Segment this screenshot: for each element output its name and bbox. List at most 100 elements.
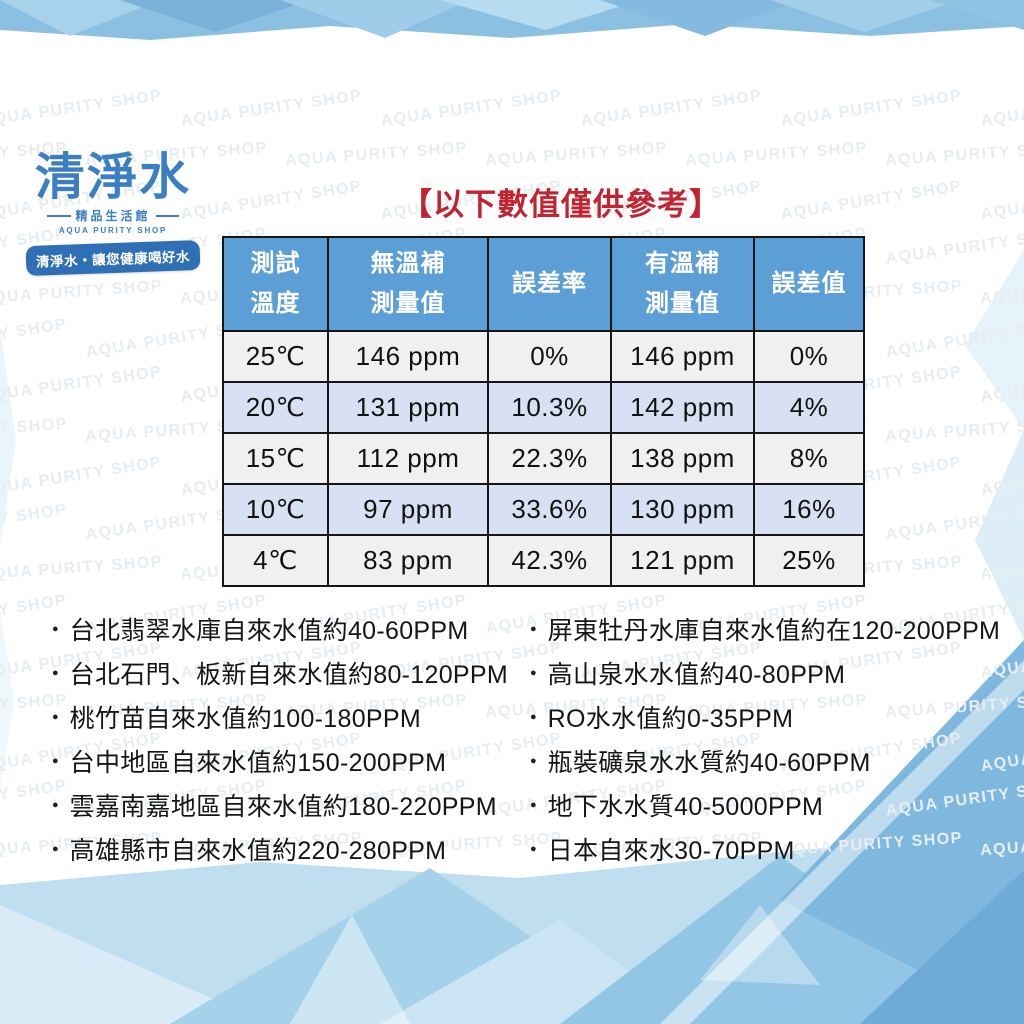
list-item: ● 高山泉水水值約40-80PPM bbox=[530, 651, 1000, 695]
divider-line bbox=[47, 214, 71, 217]
table-body: 25℃ 146 ppm 0% 146 ppm 0% 20℃ 131 ppm 10.3% 142 … bbox=[222, 330, 865, 587]
table-cell: 83 ppm bbox=[327, 534, 489, 587]
list-item: ● RO水水值約0-35PPM bbox=[530, 695, 1000, 739]
table-cell: 146 ppm bbox=[327, 330, 489, 383]
watermark-text: AQUA PURITY SHOP bbox=[979, 363, 1024, 406]
brand-logo: 清淨水 精品生活館 AQUA PURITY SHOP 清淨水・讓您健康喝好水 bbox=[25, 149, 201, 277]
note-text: RO水水值約0-35PPM bbox=[547, 705, 794, 733]
bullet-icon: ● bbox=[52, 798, 59, 811]
bullet-icon: ● bbox=[52, 710, 59, 723]
note-text: 屏東牡丹水庫自來水值約在120-200PPM bbox=[547, 617, 1001, 645]
table-cell: 146 ppm bbox=[610, 330, 755, 383]
note-text: 高山泉水水值約40-80PPM bbox=[547, 661, 846, 689]
table-header-row: 測試 溫度 無溫補 測量值 誤差率 有溫補 測量值 誤差值 bbox=[222, 236, 865, 332]
watermark-text: AQUA PURITY SHOP bbox=[979, 278, 1024, 308]
watermark-text: AQUA PURITY SHOP bbox=[979, 454, 1024, 500]
bullet-icon: ● bbox=[530, 798, 537, 811]
note-text: 瓶裝礦泉水水質約40-60PPM bbox=[547, 749, 871, 777]
table-header-cell: 有溫補 測量值 bbox=[610, 236, 755, 332]
watermark-text: AQUA PURITY SHOP bbox=[0, 501, 69, 543]
watermark-text: AQUA PURITY SHOP bbox=[179, 177, 364, 224]
table-cell: 4% bbox=[753, 381, 865, 434]
table-cell: 138 ppm bbox=[610, 432, 755, 485]
note-text: 台北翡翠水庫自來水值約40-60PPM bbox=[69, 617, 469, 645]
table-row: 20℃ 131 ppm 10.3% 142 ppm 4% bbox=[222, 381, 865, 434]
watermark-text: AQUA PURITY SHOP bbox=[579, 87, 764, 130]
note-text: 台北石門、板新自來水值約80-120PPM bbox=[69, 661, 508, 689]
table-cell: 0% bbox=[487, 330, 612, 383]
list-item: ● 瓶裝礦泉水水質約40-60PPM bbox=[530, 739, 1000, 783]
bullet-icon: ● bbox=[530, 666, 537, 679]
edge-shapes bbox=[0, 250, 1024, 790]
bullet-icon: ● bbox=[530, 710, 537, 723]
watermark-text: AQUA PURITY SHOP bbox=[284, 139, 469, 170]
watermark-text: AQUA PURITY SHOP bbox=[179, 87, 364, 130]
watermark-text: AQUA PURITY SHOP bbox=[884, 225, 1024, 268]
watermark-text: AQUA PURITY SHOP bbox=[379, 87, 564, 130]
watermark-text: AQUA PURITY SHOP bbox=[0, 553, 164, 584]
bullet-icon: ● bbox=[530, 842, 537, 855]
watermark-text: AQUA PURITY SHOP bbox=[484, 139, 669, 170]
note-text: 地下水水質40-5000PPM bbox=[547, 793, 824, 821]
bullet-icon: ● bbox=[52, 622, 59, 635]
table-cell: 33.6% bbox=[487, 483, 612, 536]
list-item: ● 屏東牡丹水庫自來水值約在120-200PPM bbox=[530, 607, 1000, 651]
table-header-cell: 誤差率 bbox=[487, 236, 612, 332]
logo-slogan-ribbon: 清淨水・讓您健康喝好水 bbox=[25, 239, 201, 277]
list-item: ● 雲嘉南嘉地區自來水值約180-220PPM bbox=[52, 783, 508, 827]
list-item: ● 高雄縣市自來水值約220-280PPM bbox=[52, 827, 508, 871]
table-cell: 20℃ bbox=[222, 381, 329, 434]
list-item: ● 台中地區自來水值約150-200PPM bbox=[52, 739, 508, 783]
bullet-icon: ● bbox=[530, 754, 537, 767]
table-cell: 42.3% bbox=[487, 534, 612, 587]
bottom-band-shapes bbox=[0, 640, 1024, 1024]
notes-left: ● 台北翡翠水庫自來水值約40-60PPM ● 台北石門、板新自來水值約80-120P… bbox=[52, 607, 508, 871]
note-text: 台中地區自來水值約150-200PPM bbox=[69, 749, 447, 777]
bullet-icon: ● bbox=[52, 666, 59, 679]
logo-subtitle-row: 精品生活館 bbox=[47, 207, 180, 224]
watermark-text: AQUA PURITY SHOP bbox=[779, 177, 964, 224]
notes-right: ● 屏東牡丹水庫自來水值約在120-200PPM ● 高山泉水水值約40-80PPM ●… bbox=[530, 607, 1000, 871]
table-header-cell: 測試 溫度 bbox=[222, 236, 329, 332]
table-cell: 97 ppm bbox=[327, 483, 489, 536]
watermark-text: AQUA PURITY SHOP bbox=[979, 554, 1024, 584]
table-cell: 131 ppm bbox=[327, 381, 489, 434]
table-row: 25℃ 146 ppm 0% 146 ppm 0% bbox=[222, 330, 865, 383]
watermark-text: AQUA PURITY SHOP bbox=[0, 453, 164, 500]
table-cell: 25% bbox=[753, 534, 865, 587]
table-row: 15℃ 112 ppm 22.3% 138 ppm 8% bbox=[222, 432, 865, 485]
watermark-text: AQUA PURITY SHOP bbox=[884, 139, 1024, 170]
logo-wordmark: 清淨水 bbox=[35, 149, 191, 205]
table-header-cell: 無溫補 測量值 bbox=[327, 236, 489, 332]
table-row: 10℃ 97 ppm 33.6% 130 ppm 16% bbox=[222, 483, 865, 536]
logo-subtitle-en: AQUA PURITY SHOP bbox=[58, 226, 168, 235]
table-cell: 130 ppm bbox=[610, 483, 755, 536]
note-text: 桃竹苗自來水值約100-180PPM bbox=[69, 705, 421, 733]
measurement-table: 測試 溫度 無溫補 測量值 誤差率 有溫補 測量值 誤差值 25℃ 146 ppm 0% 146 p… bbox=[222, 236, 865, 587]
table-cell: 22.3% bbox=[487, 432, 612, 485]
watermark-text: AQUA PURITY SHOP bbox=[0, 87, 164, 130]
table-header-cell: 誤差值 bbox=[753, 236, 865, 332]
top-band-shapes bbox=[0, 0, 1024, 40]
divider-line bbox=[155, 214, 180, 217]
table-cell: 112 ppm bbox=[327, 432, 489, 485]
note-text: 雲嘉南嘉地區自來水值約180-220PPM bbox=[69, 793, 497, 821]
table-cell: 15℃ bbox=[222, 432, 329, 485]
bullet-icon: ● bbox=[52, 754, 59, 767]
bullet-icon: ● bbox=[530, 622, 537, 635]
table-cell: 8% bbox=[753, 432, 865, 485]
note-text: 日本自來水30-70PPM bbox=[547, 837, 795, 865]
watermark-text: AQUA PURITY SHOP bbox=[884, 315, 1024, 362]
list-item: ● 日本自來水30-70PPM bbox=[530, 827, 1000, 871]
table-cell: 0% bbox=[753, 330, 865, 383]
table-cell: 142 ppm bbox=[610, 381, 755, 434]
list-item: ● 桃竹苗自來水值約100-180PPM bbox=[52, 695, 508, 739]
table-cell: 25℃ bbox=[222, 330, 329, 383]
watermark-text: AQUA PURITY SHOP bbox=[979, 87, 1024, 130]
page-title: 【以下數值僅供參考】 bbox=[401, 187, 721, 222]
watermark-text: AQUA PURITY SHOP bbox=[684, 139, 869, 170]
table-cell: 10.3% bbox=[487, 381, 612, 434]
watermark-text: AQUA PURITY SHOP bbox=[884, 415, 1024, 446]
list-item: ● 台北翡翠水庫自來水值約40-60PPM bbox=[52, 607, 508, 651]
